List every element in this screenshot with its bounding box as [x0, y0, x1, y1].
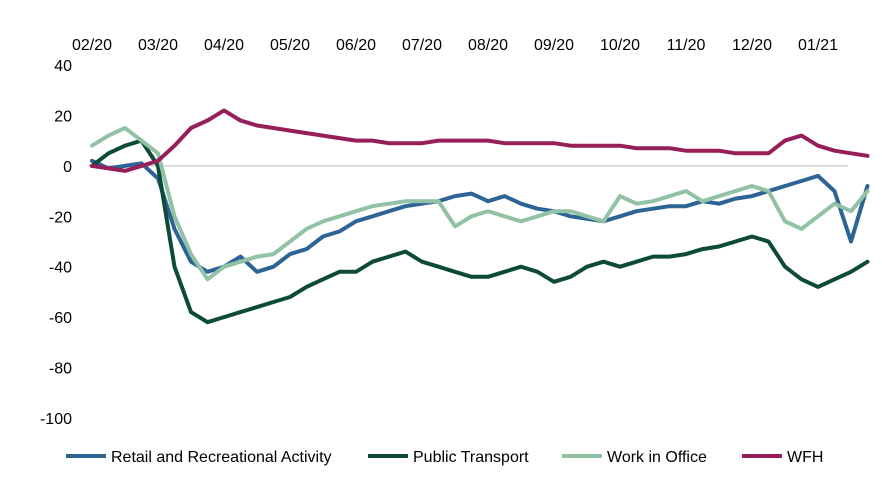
x-tick-label: 10/20 — [600, 37, 640, 54]
x-tick-label: 02/20 — [72, 37, 112, 54]
y-tick-label: -40 — [49, 260, 72, 277]
legend-label: Retail and Recreational Activity — [111, 449, 332, 466]
y-tick-label: -20 — [49, 209, 72, 226]
y-tick-label: -60 — [49, 310, 72, 327]
legend-label: Public Transport — [413, 449, 529, 466]
y-tick-label: 20 — [54, 108, 72, 125]
y-tick-label: 40 — [54, 58, 72, 75]
x-tick-label: 03/20 — [138, 37, 178, 54]
x-tick-label: 04/20 — [204, 37, 244, 54]
series-line-0 — [90, 158, 870, 274]
x-tick-label: 11/20 — [667, 37, 706, 54]
x-axis-tick-labels: 02/20 03/20 04/20 05/20 06/20 07/20 08/20 09/20… — [72, 37, 838, 54]
legend-label: Work in Office — [607, 449, 707, 466]
series-line-1 — [90, 138, 870, 325]
x-tick-label: 05/20 — [270, 37, 310, 54]
x-tick-label: 01/21 — [798, 37, 838, 54]
series-line-3 — [90, 108, 870, 173]
x-tick-label: 12/20 — [732, 37, 772, 54]
x-tick-label: 06/20 — [336, 37, 376, 54]
y-tick-label: 0 — [63, 159, 72, 176]
legend: Retail and Recreational Activity Public T… — [66, 449, 823, 466]
x-tick-label: 07/20 — [402, 37, 442, 54]
y-tick-label: -100 — [40, 411, 72, 428]
series-line-2 — [90, 126, 870, 282]
x-tick-label: 09/20 — [534, 37, 574, 54]
y-tick-label: -80 — [49, 361, 72, 378]
series-lines — [90, 108, 870, 325]
legend-label: WFH — [787, 449, 823, 466]
x-tick-label: 08/20 — [468, 37, 508, 54]
y-axis-tick-labels: 40 20 0 -20 -40 -60 -80 -100 — [40, 58, 72, 428]
